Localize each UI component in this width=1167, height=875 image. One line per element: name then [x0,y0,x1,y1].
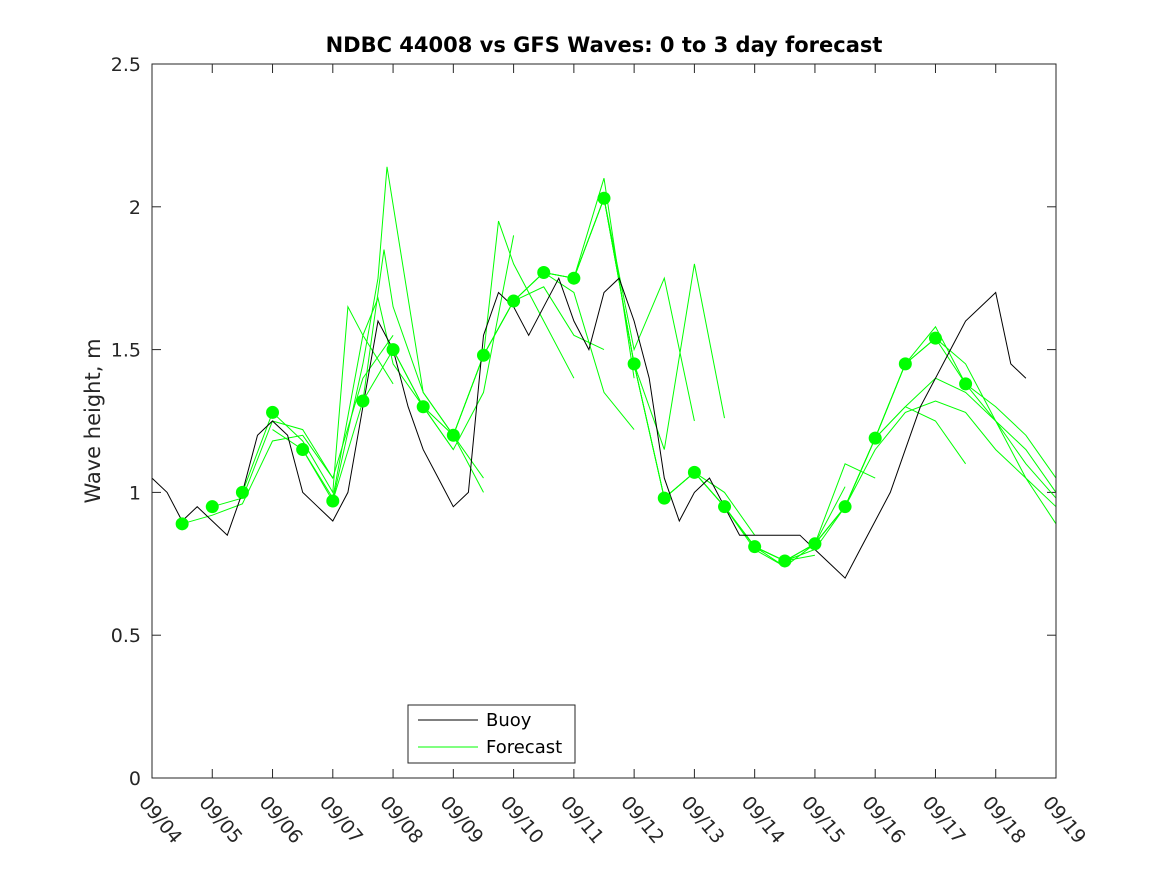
buoy-line-group [151,276,1027,579]
forecast-point [356,394,370,408]
forecast-point [748,540,762,554]
forecast-point [687,465,701,479]
y-tick-label: 0.5 [111,625,141,647]
x-tick-label: 09/07 [315,792,367,848]
legend-forecast-label: Forecast [486,737,562,758]
forecast-point [778,554,792,568]
forecast-point [838,500,852,514]
forecast-point [446,428,460,442]
forecast-point [868,431,882,445]
forecast-point [296,443,310,457]
y-axis-label: Wave height, m [81,338,105,503]
x-tick-label: 09/09 [436,792,488,848]
legend: Buoy Forecast [407,704,576,764]
forecast-point [657,491,671,505]
forecast-point [507,294,521,308]
x-tick-label: 09/12 [616,792,668,848]
buoy-line [151,276,1027,579]
forecast-point [959,377,973,391]
x-tick-label: 09/15 [797,792,849,848]
x-tick-label: 09/10 [496,792,548,848]
y-tick-label: 0 [129,768,141,790]
forecast-point [235,485,249,499]
forecast-point [627,357,641,371]
x-tick-label: 09/11 [556,792,608,848]
plot-frame [151,63,1057,779]
x-tick-label: 09/17 [918,792,970,848]
forecast-point [808,537,822,551]
forecast-point [718,500,732,514]
forecast-point [175,517,189,531]
forecast-point [266,405,280,419]
forecast-point [386,343,400,357]
y-tick-label: 1.5 [111,340,141,362]
forecast-point [326,494,340,508]
chart-title: NDBC 44008 vs GFS Waves: 0 to 3 day fore… [326,33,883,57]
forecast-point [205,500,219,514]
x-tick-label: 09/14 [737,792,789,848]
x-tick-label: 09/08 [375,792,427,848]
legend-buoy-label: Buoy [486,710,532,731]
x-tick-label: 09/05 [194,792,246,848]
x-tick-label: 09/16 [857,792,909,848]
forecast-line [754,377,1057,562]
x-tick-label: 09/13 [677,792,729,848]
x-tick-label: 09/06 [255,792,307,848]
y-tick-label: 2 [129,197,141,219]
legend-box [407,704,576,764]
x-tick-label: 09/04 [134,792,186,848]
x-tick-label: 09/18 [978,792,1030,848]
forecast-point [928,331,942,345]
y-tick-label: 1 [129,482,141,504]
plot-area [152,64,1056,778]
forecast-point [537,265,551,279]
y-tick-label: 2.5 [111,54,141,76]
forecast-point [567,271,581,285]
forecast-point [416,400,430,414]
x-tick-label: 09/19 [1038,792,1090,848]
forecast-line [362,235,515,451]
forecast-point [898,357,912,371]
forecast-markers [175,191,973,568]
forecast-point [597,191,611,205]
forecast-point [476,348,490,362]
